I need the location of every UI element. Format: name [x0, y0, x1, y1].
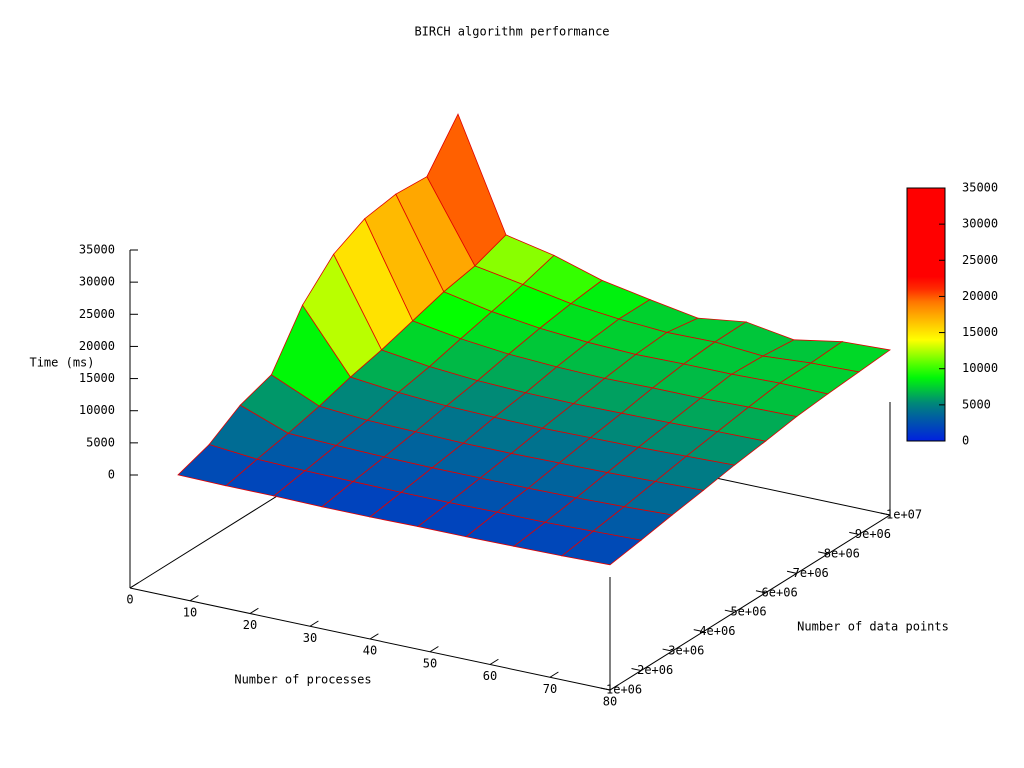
x-axis-label: Number of processes	[234, 673, 371, 687]
x-tick	[249, 607, 259, 614]
x-tick-label: 50	[423, 656, 437, 670]
z-tick-label: 15000	[79, 371, 115, 385]
z-tick-label: 10000	[79, 403, 115, 417]
y-tick	[786, 570, 797, 574]
colorbar-tick-label: 25000	[962, 253, 998, 267]
z-tick-label: 0	[108, 468, 115, 482]
y-tick	[880, 512, 891, 516]
y-tick-label: 9e+06	[855, 527, 891, 541]
y-tick-label: 4e+06	[699, 624, 735, 638]
x-tick-label: 20	[243, 618, 257, 632]
surface-cell	[561, 530, 643, 566]
colorbar-tick-label: 15000	[962, 325, 998, 339]
y-tick	[818, 551, 828, 555]
colorbar-tick-label: 10000	[962, 361, 998, 375]
y-axis-label: Number of data points	[797, 620, 949, 634]
colorbar-tick-label: 5000	[962, 397, 991, 411]
x-tick	[369, 633, 379, 640]
x-tick	[129, 582, 139, 589]
z-tick-label: 5000	[86, 435, 115, 449]
x-tick-label: 60	[483, 669, 497, 683]
y-tick	[849, 531, 859, 535]
x-tick-label: 40	[363, 644, 377, 658]
y-tick	[631, 668, 642, 672]
chart-title: BIRCH algorithm performance	[414, 25, 609, 39]
x-tick	[189, 595, 199, 602]
y-tick	[693, 629, 704, 633]
colorbar-tick-label: 20000	[962, 289, 998, 303]
z-tick-label: 30000	[79, 275, 115, 289]
x-tick-label: 30	[303, 631, 317, 645]
x-tick-label: 80	[603, 695, 617, 709]
x-tick	[609, 684, 619, 691]
x-tick-label: 70	[543, 682, 557, 696]
z-tick-label: 25000	[79, 307, 115, 321]
z-tick-label: 20000	[79, 339, 115, 353]
colorbar	[906, 187, 946, 442]
y-tick-label: 5e+06	[730, 605, 766, 619]
colorbar-tick-label: 0	[962, 434, 969, 448]
y-tick-label: 1e+07	[886, 508, 922, 522]
y-tick	[755, 590, 766, 594]
y-tick	[600, 687, 611, 691]
x-tick	[309, 620, 319, 627]
y-tick	[662, 648, 673, 652]
x-tick-label: 10	[183, 605, 197, 619]
x-tick	[429, 646, 439, 653]
z-tick-label: 35000	[79, 243, 115, 257]
x-tick	[549, 671, 559, 678]
y-tick-label: 3e+06	[668, 644, 704, 658]
y-tick-label: 8e+06	[824, 546, 860, 560]
y-tick	[724, 609, 735, 613]
y-tick-label: 6e+06	[762, 585, 798, 599]
y-tick-label: 1e+06	[606, 683, 642, 697]
colorbar-tick-label: 35000	[962, 181, 998, 195]
x-tick	[489, 658, 499, 665]
colorbar-tick-label: 30000	[962, 217, 998, 231]
z-axis-label: Time (ms)	[29, 356, 94, 370]
x-tick-label: 0	[126, 593, 133, 607]
y-axis-line	[609, 514, 891, 691]
y-tick-label: 2e+06	[637, 663, 673, 677]
y-tick-label: 7e+06	[793, 566, 829, 580]
